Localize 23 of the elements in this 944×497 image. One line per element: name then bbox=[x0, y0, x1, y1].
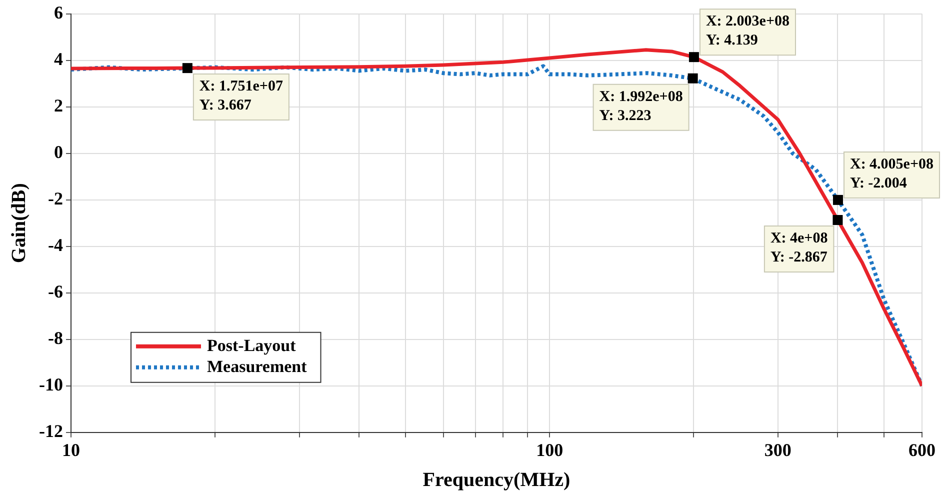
x-axis-title: Frequency(MHz) bbox=[422, 469, 570, 492]
y-tick-label: 2 bbox=[54, 95, 63, 116]
x-tick-label: 10 bbox=[62, 440, 80, 460]
x-tick-label: 300 bbox=[764, 440, 792, 460]
y-tick-label: -12 bbox=[38, 421, 63, 442]
annotation: X: 1.751e+07 Y: 3.667 bbox=[199, 78, 284, 114]
y-tick-label: -10 bbox=[38, 374, 63, 395]
annotation: X: 1.992e+08 Y: 3.223 bbox=[599, 88, 683, 124]
y-tick-label: -4 bbox=[48, 235, 63, 256]
y-tick-label: 6 bbox=[54, 2, 63, 22]
annotation: X: 2.003e+08 Y: 4.139 bbox=[706, 13, 790, 48]
y-tick-label: -8 bbox=[48, 328, 63, 348]
legend-label: Measurement bbox=[206, 356, 308, 376]
x-tick-label: 600 bbox=[908, 440, 936, 460]
annotation: X: 4e+08 Y: -2.867 bbox=[770, 230, 828, 266]
y-tick-label: 4 bbox=[54, 48, 63, 69]
y-tick-label: 0 bbox=[54, 142, 63, 162]
x-tick-label: 100 bbox=[536, 440, 564, 460]
annotation: X: 4.005e+08 Y: -2.004 bbox=[850, 156, 934, 192]
legend-label: Post-Layout bbox=[206, 336, 296, 355]
y-axis-title: Gain(dB) bbox=[8, 183, 30, 264]
y-tick-label: -6 bbox=[48, 282, 63, 302]
y-tick-label: -2 bbox=[48, 188, 63, 208]
